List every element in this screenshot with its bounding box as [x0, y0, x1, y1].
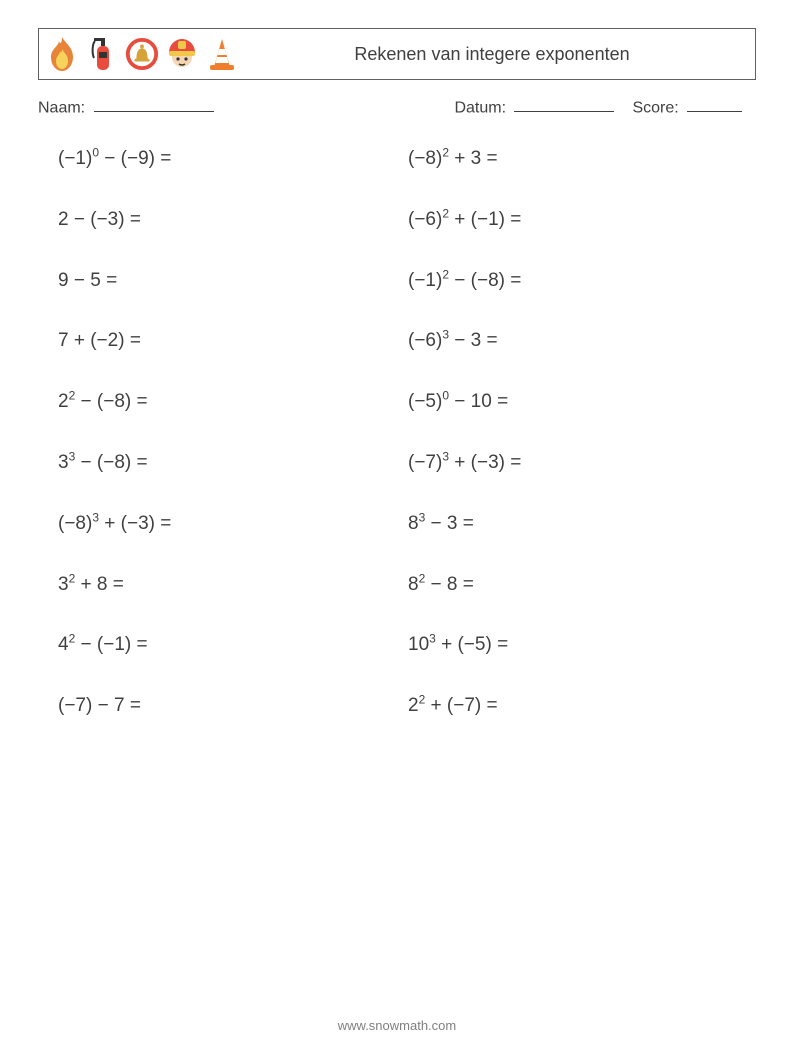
problem-rest: − (−8) =: [75, 391, 147, 412]
problem: (−8)2 + 3 =: [408, 148, 738, 171]
problem-base: (−7) − 7 =: [58, 695, 141, 716]
problem-rest: + (−5) =: [436, 634, 508, 655]
alarm-bell-icon: [125, 34, 159, 74]
name-blank[interactable]: [94, 98, 214, 112]
problem: (−8)3 + (−3) =: [58, 513, 388, 536]
problem-exponent: 2: [442, 267, 449, 281]
date-field: Datum:: [454, 98, 614, 117]
problem: 42 − (−1) =: [58, 634, 388, 657]
problem-rest: + (−7) =: [425, 695, 497, 716]
problem: (−7)3 + (−3) =: [408, 452, 738, 475]
problem: (−6)3 − 3 =: [408, 330, 738, 353]
problems-col-right: (−8)2 + 3 =(−6)2 + (−1) =(−1)2 − (−8) =(…: [408, 148, 738, 718]
problem-base: (−6): [408, 330, 442, 351]
problem-rest: − 3 =: [425, 513, 474, 534]
problem-rest: + (−3) =: [99, 513, 171, 534]
problem: 33 − (−8) =: [58, 452, 388, 475]
problem-exponent: 2: [442, 146, 449, 160]
problem-rest: − (−1) =: [75, 634, 147, 655]
problem-rest: + 3 =: [449, 148, 498, 169]
problem-base: (−8): [408, 148, 442, 169]
problem-exponent: 3: [442, 328, 449, 342]
problem: 22 − (−8) =: [58, 391, 388, 414]
problem-base: 9 − 5 =: [58, 270, 117, 291]
problems-col-left: (−1)0 − (−9) = 2 − (−3) = 9 − 5 = 7 + (−2) …: [58, 148, 388, 718]
problem-rest: − 8 =: [425, 574, 474, 595]
problem: 2 − (−3) =: [58, 209, 388, 232]
problem: (−6)2 + (−1) =: [408, 209, 738, 232]
problem-base: (−1): [408, 270, 442, 291]
problem-base: 2 − (−3) =: [58, 209, 141, 230]
name-field: Naam:: [38, 98, 454, 117]
problem-base: 2: [58, 391, 69, 412]
problem: 103 + (−5) =: [408, 634, 738, 657]
problem: 22 + (−7) =: [408, 695, 738, 718]
traffic-cone-icon: [205, 34, 239, 74]
worksheet-title: Rekenen van integere exponenten: [239, 44, 755, 65]
problem-base: 4: [58, 634, 69, 655]
problem-rest: − (−8) =: [449, 270, 521, 291]
problem: 83 − 3 =: [408, 513, 738, 536]
problem-rest: − (−9) =: [99, 148, 171, 169]
problem: (−7) − 7 =: [58, 695, 388, 718]
name-label: Naam:: [38, 99, 85, 116]
problem-exponent: 0: [92, 146, 99, 160]
problem: 32 + 8 =: [58, 574, 388, 597]
problem: (−1)2 − (−8) =: [408, 270, 738, 293]
problem: (−5)0 − 10 =: [408, 391, 738, 414]
problem-base: (−8): [58, 513, 92, 534]
fire-icon: [45, 34, 79, 74]
problem-base: (−7): [408, 452, 442, 473]
problem-exponent: 3: [442, 450, 449, 464]
score-field: Score:: [632, 98, 742, 117]
score-label: Score:: [632, 99, 678, 116]
header-box: Rekenen van integere exponenten: [38, 28, 756, 80]
problem-rest: − (−8) =: [75, 452, 147, 473]
worksheet-page: Rekenen van integere exponenten Naam: Da…: [0, 0, 794, 1053]
problem-rest: − 10 =: [449, 391, 508, 412]
problem-base: (−1): [58, 148, 92, 169]
problem-rest: − 3 =: [449, 330, 498, 351]
header-icons: [39, 34, 239, 74]
problem-base: 3: [58, 452, 69, 473]
problem-rest: + (−1) =: [449, 209, 521, 230]
problem: (−1)0 − (−9) =: [58, 148, 388, 171]
problem-base: (−6): [408, 209, 442, 230]
problem: 7 + (−2) =: [58, 330, 388, 353]
problem-rest: + (−3) =: [449, 452, 521, 473]
problem-base: 10: [408, 634, 429, 655]
problem: 9 − 5 =: [58, 270, 388, 293]
problem-rest: + 8 =: [75, 574, 124, 595]
problem-base: 2: [408, 695, 419, 716]
date-label: Datum:: [454, 99, 506, 116]
problem-base: (−5): [408, 391, 442, 412]
problem-base: 8: [408, 513, 419, 534]
problem-base: 8: [408, 574, 419, 595]
problem-exponent: 3: [92, 510, 99, 524]
footer-url: www.snowmath.com: [0, 1018, 794, 1033]
problem-base: 7 + (−2) =: [58, 330, 141, 351]
problem: 82 − 8 =: [408, 574, 738, 597]
date-blank[interactable]: [514, 98, 614, 112]
problem-exponent: 0: [442, 389, 449, 403]
problem-exponent: 2: [442, 206, 449, 220]
problem-exponent: 3: [429, 632, 436, 646]
firefighter-icon: [165, 34, 199, 74]
problems-grid: (−1)0 − (−9) =2 − (−3) =9 − 5 =7 + (−2) …: [58, 148, 738, 718]
problem-base: 3: [58, 574, 69, 595]
score-blank[interactable]: [687, 98, 742, 112]
meta-row: Naam: Datum: Score:: [38, 98, 756, 117]
extinguisher-icon: [85, 34, 119, 74]
